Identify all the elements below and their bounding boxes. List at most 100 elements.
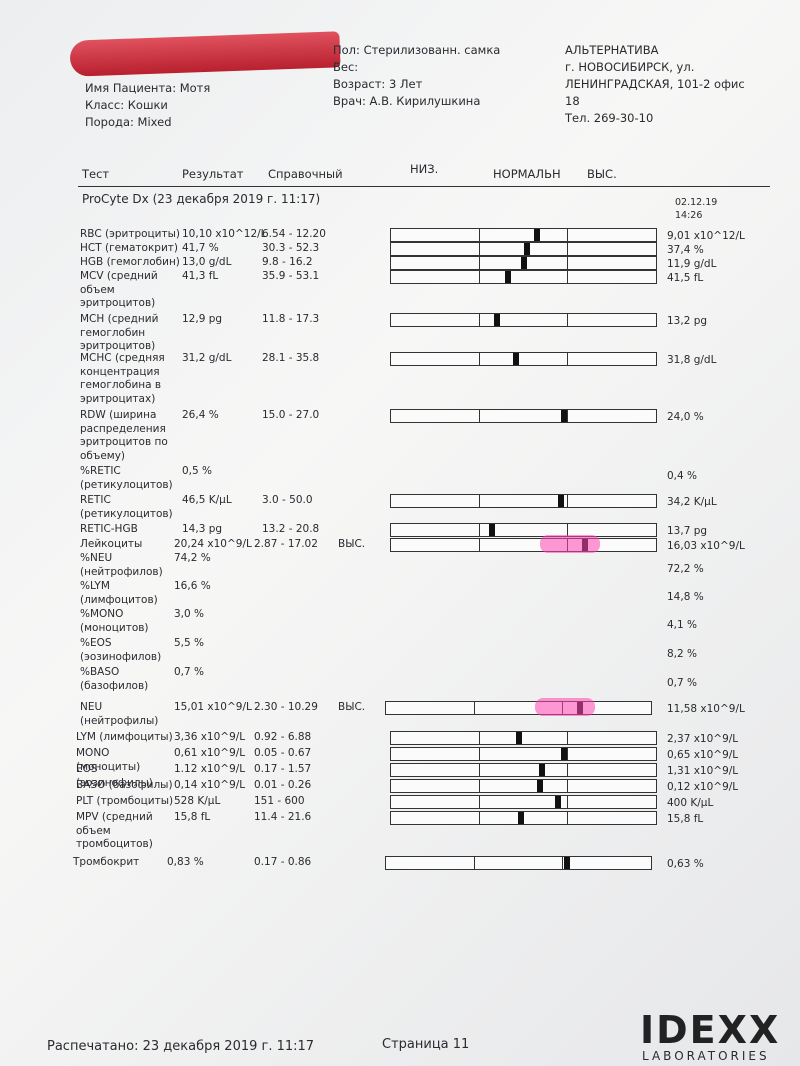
range-bar — [390, 795, 657, 809]
bar-marker — [557, 495, 564, 507]
bar-divider — [479, 314, 481, 326]
test-name: RETIC (ретикулоцитов) — [80, 494, 173, 520]
col-low: НИЗ. — [410, 162, 439, 176]
result: 20,24 x10^9/L — [174, 538, 252, 550]
test-name: %EOS (эозинофилов) — [80, 637, 162, 663]
result: 1.12 x10^9/L — [174, 763, 246, 775]
result: 74,2 % — [174, 552, 211, 564]
bar-divider — [567, 271, 569, 283]
range: 0.17 - 0.86 — [254, 856, 312, 868]
bar-divider — [567, 229, 569, 241]
flag: ВЫС. — [338, 701, 366, 713]
test-name: NEU (нейтрофилы) — [80, 701, 159, 727]
header-line: Возраст: 3 Лет — [333, 77, 423, 91]
bar-divider — [567, 243, 569, 255]
previous: 34,2 K/µL — [667, 496, 717, 508]
bar-divider — [479, 539, 481, 551]
bar-divider — [479, 271, 481, 283]
previous: 0,65 x10^9/L — [667, 749, 739, 761]
previous: 37,4 % — [667, 244, 704, 256]
test-name: HCT (гематокрит) — [80, 242, 178, 254]
bar-divider — [479, 732, 481, 744]
previous: 31,8 g/dL — [667, 354, 717, 366]
previous: 13,2 pg — [667, 315, 708, 327]
previous: 0,63 % — [667, 858, 704, 870]
range: 2.87 - 17.02 — [254, 538, 318, 550]
range: 3.0 - 50.0 — [262, 494, 313, 506]
test-name: MCHC (средняя концентрация гемоглобина в… — [80, 352, 165, 405]
result: 5,5 % — [174, 637, 205, 649]
test-name: %RETIC (ретикулоцитов) — [80, 465, 173, 491]
section-title: ProCyte Dx (23 декабря 2019 г. 11:17) — [82, 192, 321, 206]
test-name: MCH (средний гемоглобин эритроцитов) — [80, 313, 159, 352]
result: 0,14 x10^9/L — [174, 779, 246, 791]
previous: 16,03 x10^9/L — [667, 540, 745, 552]
highlight — [535, 698, 595, 716]
result: 16,6 % — [174, 580, 211, 592]
previous: 11,9 g/dL — [667, 258, 717, 270]
range: 13.2 - 20.8 — [262, 523, 320, 535]
range: 2.30 - 10.29 — [254, 701, 318, 713]
header-rule — [78, 186, 770, 187]
result: 0,61 x10^9/L — [174, 747, 246, 759]
prev-time: 14:26 — [675, 210, 703, 221]
flag: ВЫС. — [338, 538, 366, 550]
header-line: Вес: — [333, 60, 359, 74]
result: 0,7 % — [174, 666, 205, 678]
range-bar — [390, 494, 657, 508]
bar-divider — [567, 764, 569, 776]
previous: 0,7 % — [667, 677, 698, 689]
bar-divider — [479, 796, 481, 808]
header-line: ЛЕНИНГРАДСКАЯ, 101-2 офис — [565, 77, 745, 91]
bar-divider — [567, 524, 569, 536]
bar-divider — [479, 353, 481, 365]
previous: 1,31 x10^9/L — [667, 765, 739, 777]
bar-divider — [567, 812, 569, 824]
bar-divider — [567, 732, 569, 744]
result: 26,4 % — [182, 409, 219, 421]
col-range: Справочный — [268, 167, 343, 181]
range-bar — [390, 313, 657, 327]
bar-divider — [474, 702, 476, 714]
header-line: Врач: А.В. Кирилушкина — [333, 94, 481, 108]
result: 12,9 pg — [182, 313, 223, 325]
range: 9.8 - 16.2 — [262, 256, 313, 268]
result: 15,8 fL — [174, 811, 211, 823]
range-bar — [390, 242, 657, 256]
previous: 15,8 fL — [667, 813, 704, 825]
bar-divider — [479, 495, 481, 507]
previous: 0,4 % — [667, 470, 698, 482]
previous: 72,2 % — [667, 563, 704, 575]
patient-info: Имя Пациента: Мотя Класс: Кошки Порода: Mi… — [85, 80, 210, 131]
header-line: Класс: Кошки — [85, 98, 168, 112]
range: 6.54 - 12.20 — [262, 228, 326, 240]
bar-divider — [479, 257, 481, 269]
bar-divider — [567, 495, 569, 507]
header-line: Имя Пациента: Мотя — [85, 81, 211, 95]
range: 151 - 600 — [254, 795, 305, 807]
range: 0.05 - 0.67 — [254, 747, 312, 759]
bar-divider — [567, 780, 569, 792]
range-bar — [390, 763, 657, 777]
range-bar — [390, 747, 657, 761]
bar-divider — [562, 857, 564, 869]
bar-divider — [567, 353, 569, 365]
test-name: HGB (гемоглобин) — [80, 256, 180, 268]
range-bar — [390, 352, 657, 366]
result: 41,3 fL — [182, 270, 219, 282]
test-name: Тромбокрит — [73, 856, 140, 868]
bar-marker — [512, 353, 519, 365]
col-test: Тест — [82, 167, 110, 181]
result: 14,3 pg — [182, 523, 223, 535]
page-number: Страница 11 — [382, 1037, 470, 1052]
bar-divider — [479, 410, 481, 422]
result: 0,83 % — [167, 856, 204, 868]
bar-divider — [479, 780, 481, 792]
bar-marker — [560, 410, 567, 422]
range: 0.01 - 0.26 — [254, 779, 312, 791]
bar-marker — [560, 748, 567, 760]
header-line: Порода: Mixed — [85, 115, 172, 129]
test-name: EOS (эозинофилы) — [76, 763, 153, 789]
result: 0,5 % — [182, 465, 213, 477]
